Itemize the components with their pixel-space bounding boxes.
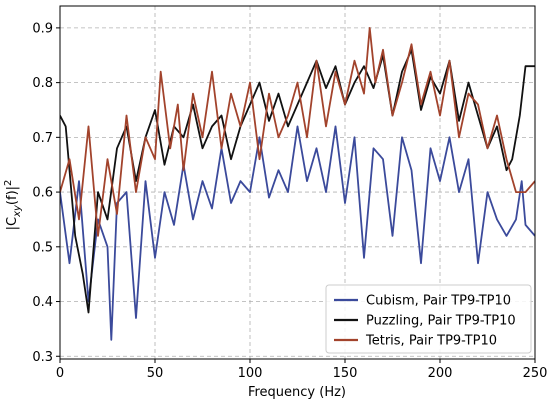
y-axis-title-sup: 2	[3, 180, 14, 186]
y-axis-title: |Cxy(f)|2	[3, 180, 23, 231]
series-line-3	[60, 27, 535, 237]
x-tick-label: 100	[238, 366, 263, 381]
y-tick-label: 0.4	[32, 295, 53, 310]
plot-frame	[59, 5, 536, 360]
legend-entry-label: Puzzling, Pair TP9-TP10	[366, 314, 516, 329]
legend-entry-label: Cubism, Pair TP9-TP10	[366, 294, 511, 309]
x-tick-label: 250	[523, 366, 548, 381]
y-tick-label: 0.8	[32, 76, 53, 91]
series-line-2	[60, 48, 535, 314]
x-tick-label: 50	[147, 366, 164, 381]
x-tick-label: 150	[333, 366, 358, 381]
y-tick-label: 0.7	[32, 131, 53, 146]
y-axis-title-main: |C	[5, 217, 20, 230]
y-axis-title-mid: (f)|	[5, 186, 20, 205]
y-tick-label: 0.3	[32, 350, 53, 365]
legend-entry-label: Tetris, Pair TP9-TP10	[365, 334, 497, 349]
x-axis-title: Frequency (Hz)	[248, 385, 346, 400]
y-tick-label: 0.5	[32, 240, 53, 255]
y-tick-label: 0.9	[32, 21, 53, 36]
legend: Cubism, Pair TP9-TP10 Puzzling, Pair TP9-…	[325, 284, 532, 354]
series-line-1	[60, 125, 535, 341]
x-tick-label: 0	[56, 366, 64, 381]
series-layer	[60, 27, 535, 341]
y-axis-title-sub: xy	[12, 204, 23, 218]
axis-ticks: 0 50 100 150 200 250 0.3 0.4 0.5 0.6 0.7 0.8 0.9	[32, 21, 547, 381]
x-tick-label: 200	[428, 366, 453, 381]
legend-box	[325, 284, 532, 354]
y-tick-label: 0.6	[32, 186, 53, 201]
